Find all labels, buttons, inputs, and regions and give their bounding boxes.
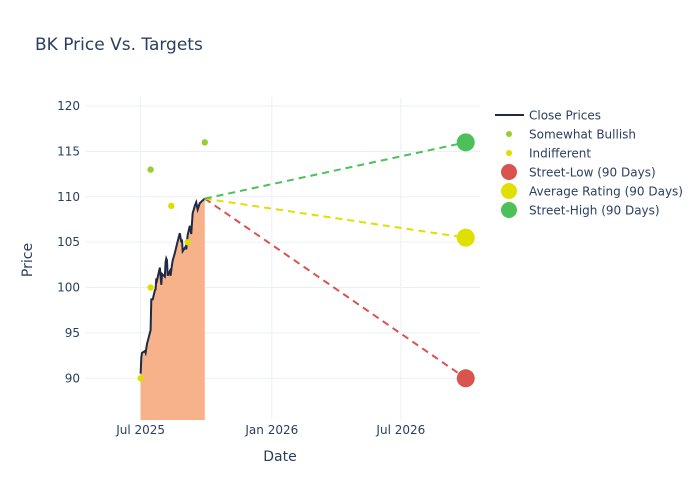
rating-point <box>147 284 154 291</box>
legend-label: Indifferent <box>529 147 591 161</box>
target-point <box>456 228 475 247</box>
legend-marker-icon <box>501 164 517 180</box>
y-axis-label: Price <box>20 243 36 277</box>
y-tick-label: 100 <box>57 281 80 295</box>
legend-label: Street-Low (90 Days) <box>529 166 656 180</box>
rating-point <box>184 238 191 246</box>
target-point <box>456 369 475 388</box>
legend-marker-icon <box>506 131 512 137</box>
close-price-line <box>139 197 206 374</box>
rating-point <box>201 139 208 146</box>
x-axis-label: Date <box>263 449 296 465</box>
target-point <box>456 133 475 152</box>
rating-point <box>147 166 154 173</box>
target-line <box>204 141 466 200</box>
rating-point <box>137 375 144 382</box>
axes: 90 95 100 105 110 115 120 Jul 2025 Jan 2026 Jul 2… <box>57 99 425 437</box>
legend-label: Average Rating (90 Days) <box>529 185 683 199</box>
target-line <box>204 197 467 380</box>
legend-label: Somewhat Bullish <box>529 128 636 142</box>
legend-marker-icon <box>501 202 517 218</box>
legend-marker-icon <box>501 183 517 199</box>
target-line <box>204 197 466 239</box>
x-tick-label: Jul 2025 <box>115 423 165 437</box>
chart-title: BK Price Vs. Targets <box>35 35 203 55</box>
legend-label: Street-High (90 Days) <box>529 204 660 218</box>
y-tick-label: 120 <box>57 99 80 113</box>
legend: Close Prices Somewhat Bullish Indifferent S… <box>495 109 683 218</box>
y-tick-label: 105 <box>57 235 80 249</box>
x-tick-label: Jul 2026 <box>375 423 425 437</box>
y-tick-label: 95 <box>65 326 80 340</box>
legend-marker-icon <box>506 150 512 156</box>
plot-area <box>137 133 475 420</box>
y-tick-label: 115 <box>57 144 80 158</box>
legend-label: Close Prices <box>529 109 601 123</box>
y-tick-label: 110 <box>57 190 80 204</box>
x-tick-label: Jan 2026 <box>244 423 298 437</box>
close-price-area <box>140 198 205 420</box>
rating-point <box>168 202 175 210</box>
y-tick-label: 90 <box>65 371 80 385</box>
